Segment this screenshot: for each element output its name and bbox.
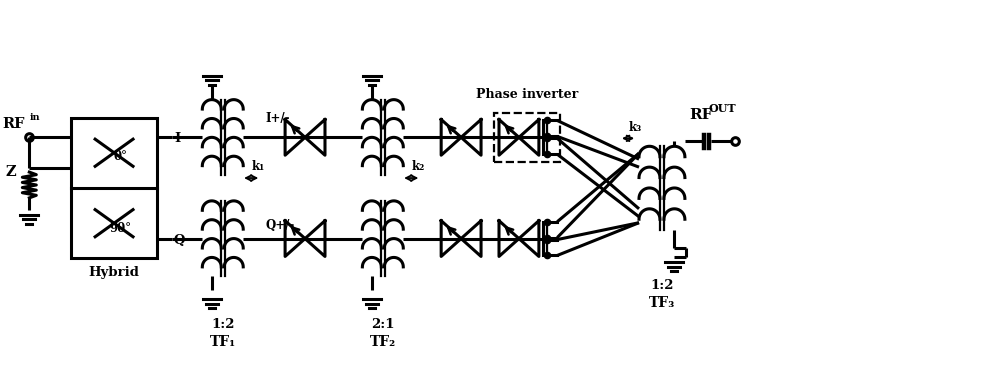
Text: 2:1: 2:1 bbox=[371, 318, 395, 331]
Text: OUT: OUT bbox=[709, 102, 736, 113]
Bar bbox=[71, 117, 157, 258]
Text: 0°: 0° bbox=[113, 150, 127, 163]
Text: k₂: k₂ bbox=[411, 160, 424, 173]
Text: TF₂: TF₂ bbox=[370, 335, 396, 349]
Text: Q: Q bbox=[174, 233, 185, 247]
Text: TF₃: TF₃ bbox=[649, 296, 675, 310]
Text: I: I bbox=[174, 132, 180, 145]
Text: in: in bbox=[29, 113, 40, 123]
Text: Q+/-: Q+/- bbox=[265, 219, 294, 232]
Text: TF₁: TF₁ bbox=[210, 335, 236, 349]
Text: Z: Z bbox=[5, 165, 16, 179]
Text: Hybrid: Hybrid bbox=[89, 266, 140, 279]
Text: 90°: 90° bbox=[109, 222, 131, 235]
Text: k₃: k₃ bbox=[629, 121, 642, 134]
Text: RF: RF bbox=[689, 109, 712, 123]
Text: 1:2: 1:2 bbox=[650, 279, 674, 292]
Bar bbox=[494, 113, 560, 162]
Text: 1:2: 1:2 bbox=[211, 318, 235, 331]
Text: I+/-: I+/- bbox=[265, 112, 290, 126]
Text: k₁: k₁ bbox=[251, 160, 264, 173]
Text: RF: RF bbox=[2, 117, 25, 131]
Text: Phase inverter: Phase inverter bbox=[476, 88, 578, 101]
